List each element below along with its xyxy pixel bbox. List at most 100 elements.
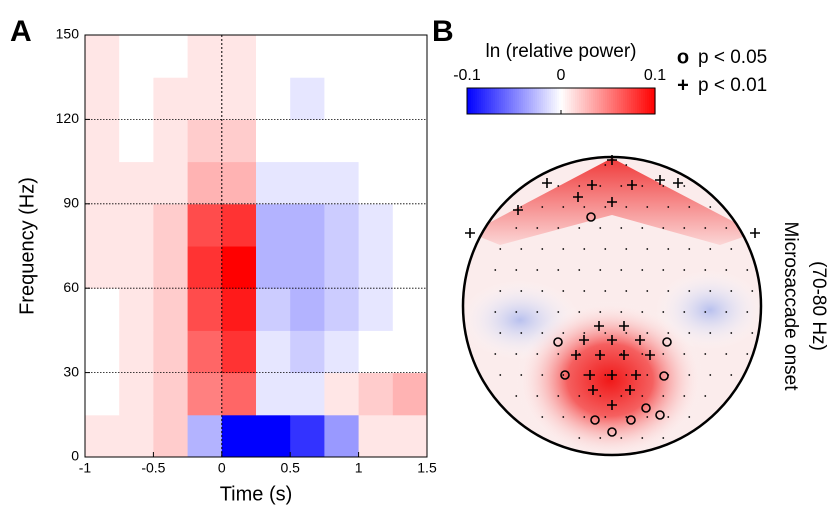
electrode xyxy=(499,290,502,292)
electrode xyxy=(625,206,628,208)
marker-circle xyxy=(626,415,636,425)
electrode xyxy=(746,269,749,271)
heat-cell xyxy=(324,288,360,331)
colorbar-step xyxy=(641,88,644,114)
electrode xyxy=(562,374,565,376)
heat-cell xyxy=(358,161,394,205)
electrode xyxy=(578,227,581,229)
heat-cell xyxy=(358,77,394,120)
electrode xyxy=(688,374,691,376)
heat-cell xyxy=(85,288,120,331)
heat-cell xyxy=(153,414,189,458)
heat-cell xyxy=(187,119,223,163)
marker-circle xyxy=(655,410,665,420)
electrode xyxy=(646,206,649,208)
legend-label: p < 0.01 xyxy=(698,75,767,96)
colorbar-step xyxy=(583,88,586,114)
electrode xyxy=(625,374,628,376)
colorbar-step xyxy=(559,88,562,114)
heat-cell xyxy=(85,246,120,289)
electrode xyxy=(541,416,544,418)
colorbar-step xyxy=(551,88,554,114)
heat-cell xyxy=(153,119,189,163)
electrode xyxy=(557,269,560,271)
colorbar-step xyxy=(631,88,634,114)
x-tick-label: 1 xyxy=(355,460,363,476)
colorbar-step xyxy=(491,88,494,114)
heat-cell xyxy=(221,119,257,163)
electrode xyxy=(604,332,607,334)
electrode xyxy=(536,227,539,229)
heat-cell xyxy=(187,330,223,374)
electrode xyxy=(704,395,707,397)
heat-cell xyxy=(187,203,223,247)
colorbar-tick-label: 0.1 xyxy=(644,67,666,84)
colorbar-step xyxy=(517,88,520,114)
heat-cell xyxy=(256,203,291,247)
colorbar-step xyxy=(599,88,602,114)
electrode xyxy=(662,185,665,187)
colorbar-tick-label: 0 xyxy=(557,67,566,84)
marker-circle xyxy=(590,415,600,425)
colorbar-step xyxy=(507,88,510,114)
electrode xyxy=(667,416,670,418)
electrode xyxy=(725,311,728,313)
marker-plus xyxy=(607,400,617,410)
electrode xyxy=(541,248,544,250)
colorbar-step xyxy=(547,88,550,114)
colorbar-step xyxy=(611,88,614,114)
electrode xyxy=(583,206,586,208)
heat-cell xyxy=(290,246,325,289)
topomap xyxy=(461,155,763,457)
colorbar-step xyxy=(529,88,532,114)
electrode xyxy=(641,269,644,271)
heat-cell xyxy=(392,330,428,374)
colorbar-step xyxy=(497,88,500,114)
electrode xyxy=(620,311,623,313)
colorbar-step xyxy=(569,88,572,114)
electrode xyxy=(688,248,691,250)
colorbar-step xyxy=(469,88,472,114)
colorbar-step xyxy=(503,88,506,114)
heat-cell xyxy=(256,372,291,416)
heat-cell xyxy=(256,77,291,120)
electrode xyxy=(599,185,602,187)
electrode xyxy=(683,227,686,229)
heat-cell xyxy=(221,330,257,374)
marker-plus xyxy=(585,370,595,380)
heat-cell xyxy=(85,77,120,120)
colorbar-step xyxy=(589,88,592,114)
electrode xyxy=(662,269,665,271)
marker-plus xyxy=(595,350,605,360)
colorbar-step xyxy=(575,88,578,114)
electrode xyxy=(646,290,649,292)
marker-plus xyxy=(573,192,583,202)
electrode xyxy=(515,269,518,271)
colorbar-step xyxy=(607,88,610,114)
electrode xyxy=(604,206,607,208)
heat-cell xyxy=(392,77,428,120)
electrode xyxy=(646,416,649,418)
heat-cell xyxy=(358,119,394,163)
heat-cell xyxy=(119,372,154,416)
marker-plus xyxy=(579,335,589,345)
colorbar-step xyxy=(493,88,496,114)
marker-plus xyxy=(594,321,604,331)
colorbar-step xyxy=(627,88,630,114)
electrode xyxy=(541,332,544,334)
electrode xyxy=(667,332,670,334)
heat-cell xyxy=(392,119,428,163)
heat-cell xyxy=(324,203,360,247)
electrode xyxy=(604,290,607,292)
electrode xyxy=(751,290,754,292)
y-tick-label: 0 xyxy=(71,448,79,464)
electrode xyxy=(520,290,523,292)
heat-cell xyxy=(85,161,120,205)
colorbar-step xyxy=(565,88,568,114)
y-tick-label: 60 xyxy=(63,279,79,295)
electrode xyxy=(709,290,712,292)
heat-cell xyxy=(221,77,257,120)
colorbar-step xyxy=(549,88,552,114)
x-tick-label: 0.5 xyxy=(280,460,300,476)
